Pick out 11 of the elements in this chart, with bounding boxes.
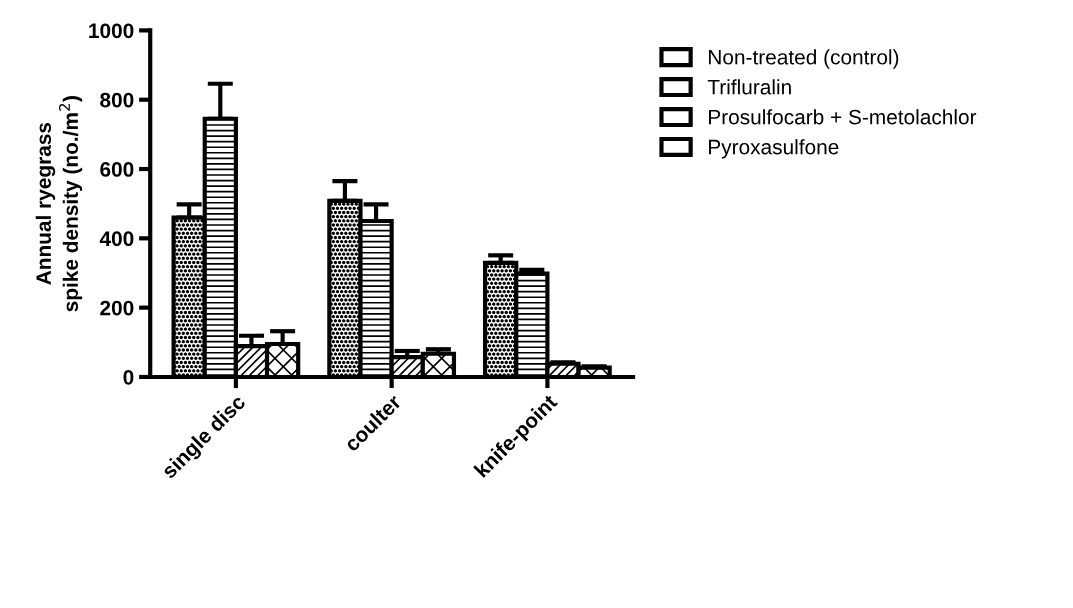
text: Pyroxasulfone [709,139,839,159]
text: Non-treated (control) [709,49,899,69]
y-axis-title: Annual ryegrass spike density (no./m$^{2}$) [35,96,83,312]
y-tick-label: 600 [100,162,134,177]
y-tick-label: 800 [100,92,134,108]
y-tick-label: 400 [99,231,134,247]
text: Prosulfocarb + S-metolachlor [709,109,977,125]
y-tick-label: 200 [100,300,134,316]
y-tick-label: 0 [123,369,134,385]
y-tick-label: 1000 [89,23,134,39]
text: Trifluralin [707,79,791,95]
